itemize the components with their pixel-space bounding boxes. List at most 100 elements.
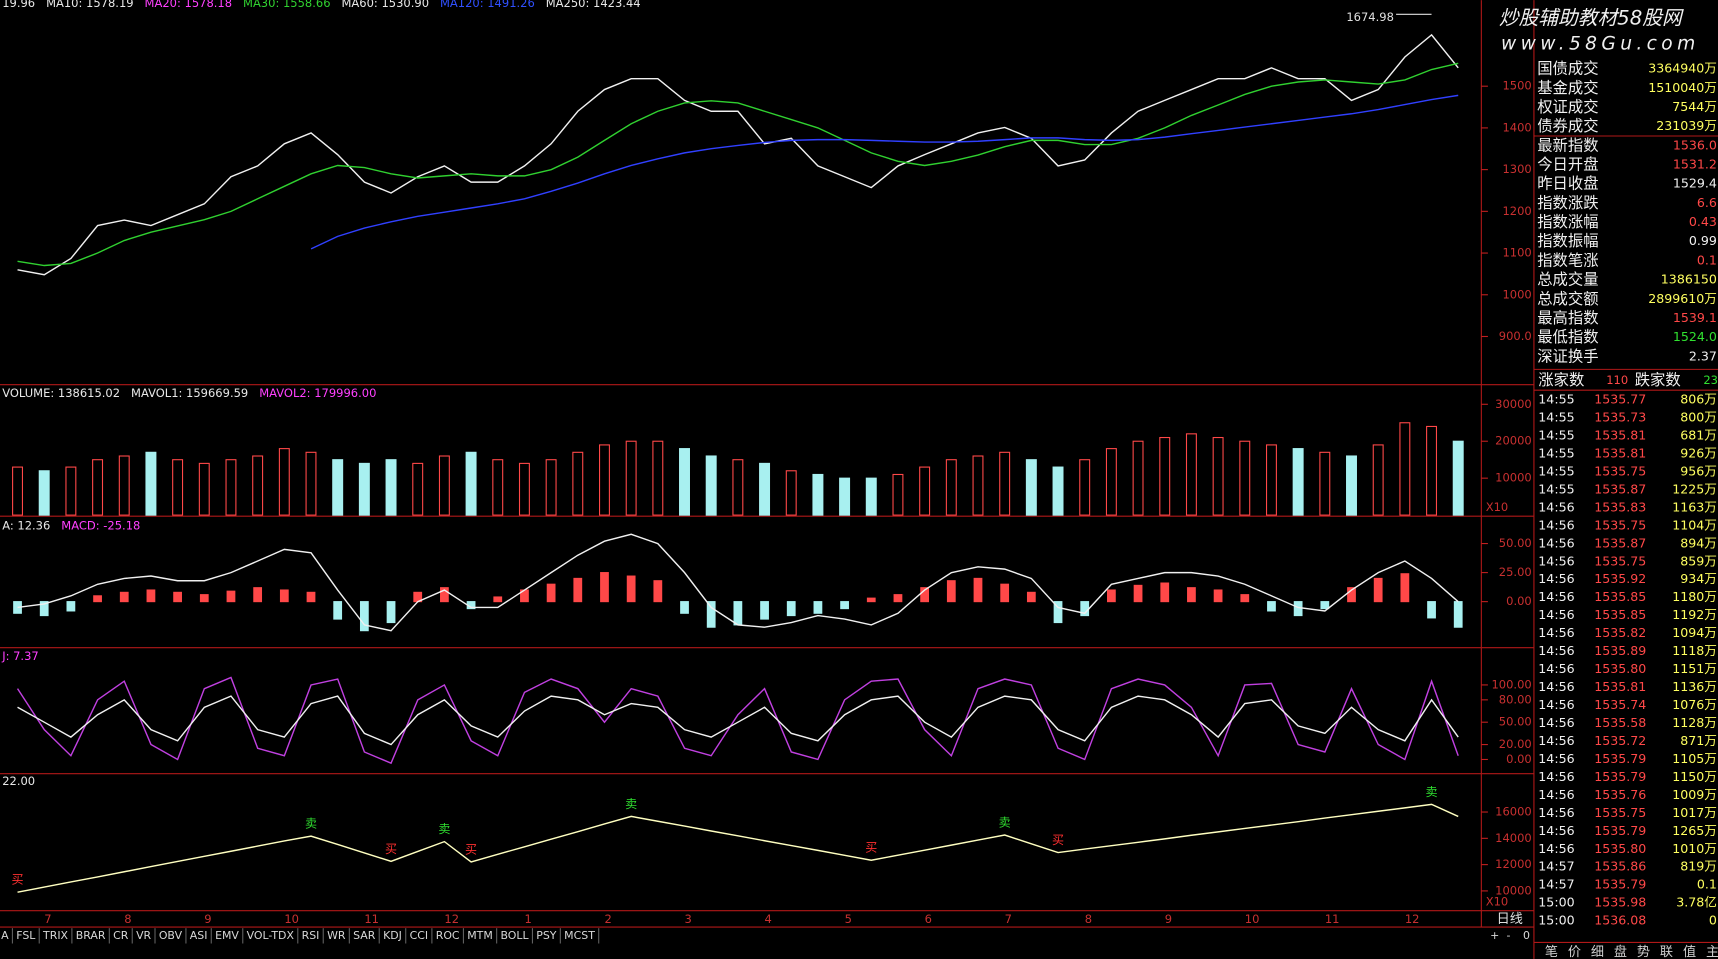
indicator-tab[interactable]: BOLL [500,929,529,942]
tick-time: 14:56 [1538,589,1574,604]
side-tab[interactable]: 主 [1706,944,1718,959]
volume-bar [145,451,157,516]
volume-bar [919,466,931,516]
side-tab[interactable]: 值 [1683,944,1696,959]
tick-time: 14:56 [1538,733,1574,748]
indicator-tab[interactable]: BRAR [76,929,106,942]
tick-price: 1535.80 [1594,841,1646,856]
volume-bar [118,455,130,516]
volume-bar [198,462,210,516]
side-tab[interactable]: 细 [1591,944,1604,959]
macd-bar [66,601,76,612]
period-label[interactable]: 日线 [1497,911,1523,927]
series-line [17,695,1459,746]
indicator-tab[interactable]: TRIX [42,929,69,942]
tick-price: 1535.92 [1594,571,1646,586]
tick-time: 14:56 [1538,679,1574,694]
volume-bar [438,455,450,516]
signal-label: 买 [465,842,477,856]
macd-bar [546,583,556,603]
volume-bar [38,470,50,516]
volume-bar [492,459,504,516]
stat-value: 231039万 [1656,118,1717,133]
macd-bar [813,601,823,614]
indicator-tab[interactable]: CCI [410,929,429,942]
y-tick-label: 20.00 [1499,737,1532,751]
indicator-tab[interactable]: MTM [467,929,493,942]
tick-time: 14:56 [1538,841,1574,856]
stat-value: 1510040万 [1648,80,1717,95]
stat-value: 6.6 [1697,195,1717,210]
tick-price: 1535.74 [1594,697,1646,712]
indicator-tab[interactable]: WR [327,929,346,942]
volume-bar [1132,440,1144,516]
side-tab[interactable]: 联 [1660,944,1673,959]
tick-volume: 871万 [1680,733,1717,748]
side-tab[interactable]: 盘 [1614,943,1627,959]
indicator-tab[interactable]: MCST [564,929,595,942]
indicator-tab[interactable]: ASI [190,929,208,942]
indicator-tab[interactable]: FSL [16,929,36,942]
tick-volume: 1265万 [1672,823,1717,838]
tick-volume: 1136万 [1672,679,1717,694]
y-tick-label: 1500 [1502,79,1531,93]
indicator-tab[interactable]: RSI [302,929,320,942]
side-tab[interactable]: 势 [1637,944,1650,959]
tick-volume: 956万 [1680,463,1717,478]
y-tick-label: 1400 [1502,120,1531,134]
volume-bar [945,459,957,516]
indicator-tab[interactable]: KDJ [383,929,402,942]
indicator-tab[interactable]: SAR [353,929,376,942]
macd-bar [653,580,663,603]
macd-bar [1400,573,1410,603]
volume-bar [1159,436,1171,516]
volume-bar [1292,448,1304,516]
tick-volume: 1010万 [1672,841,1717,856]
indicator-tab[interactable]: VR [136,929,151,942]
x-tick-label: 5 [845,912,852,926]
stat-label: 债券成交 [1537,117,1598,135]
tick-volume: 1180万 [1672,589,1717,604]
tick-volume: 681万 [1680,428,1717,443]
indicator-tab[interactable]: VOL-TDX [247,929,295,942]
legend-item: MA120: 1491.26 [440,0,535,10]
indicator-tab[interactable]: ROC [436,929,460,942]
stat-label: 国债成交 [1537,60,1598,78]
volume-bar [252,455,264,516]
side-tab[interactable]: 笔 [1545,944,1558,959]
zoom-button[interactable]: + [1490,929,1499,942]
macd-bar [1373,577,1383,603]
zoom-button[interactable]: - [1507,929,1511,942]
indicator-tab[interactable]: PSY [536,929,557,942]
tick-time: 14:56 [1538,571,1574,586]
indicator-tab[interactable]: CR [113,929,129,942]
legend-item: A: 12.36 [2,519,50,533]
macd-bar [1000,583,1010,603]
indicator-tab[interactable]: OBV [159,929,183,942]
tick-price: 1535.87 [1594,535,1646,550]
volume-bar [1426,425,1438,516]
tick-time: 14:56 [1538,625,1574,640]
side-tab[interactable]: 价 [1568,945,1581,959]
tick-volume: 0 [1709,913,1717,928]
macd-bar [786,601,796,617]
macd-bar [173,591,182,603]
tick-time: 14:55 [1538,463,1574,478]
tick-volume: 1163万 [1672,499,1717,514]
y-tick-label: 50.00 [1499,715,1532,729]
macd-bar [1160,582,1170,603]
tick-volume: 806万 [1680,392,1717,407]
volume-bar [92,459,104,516]
tick-time: 14:57 [1538,877,1574,892]
zoom-button[interactable]: 0 [1523,929,1530,942]
indicator-tab[interactable]: EMV [215,929,239,942]
x-tick-label: 8 [1085,912,1092,926]
stat-value: 7544万 [1672,99,1717,114]
tick-time: 14:56 [1538,697,1574,712]
indicator-tab[interactable]: A [1,929,9,942]
tick-time: 15:00 [1538,913,1574,928]
volume-bar [385,459,397,516]
stat-value: 1524.0 [1673,329,1717,344]
